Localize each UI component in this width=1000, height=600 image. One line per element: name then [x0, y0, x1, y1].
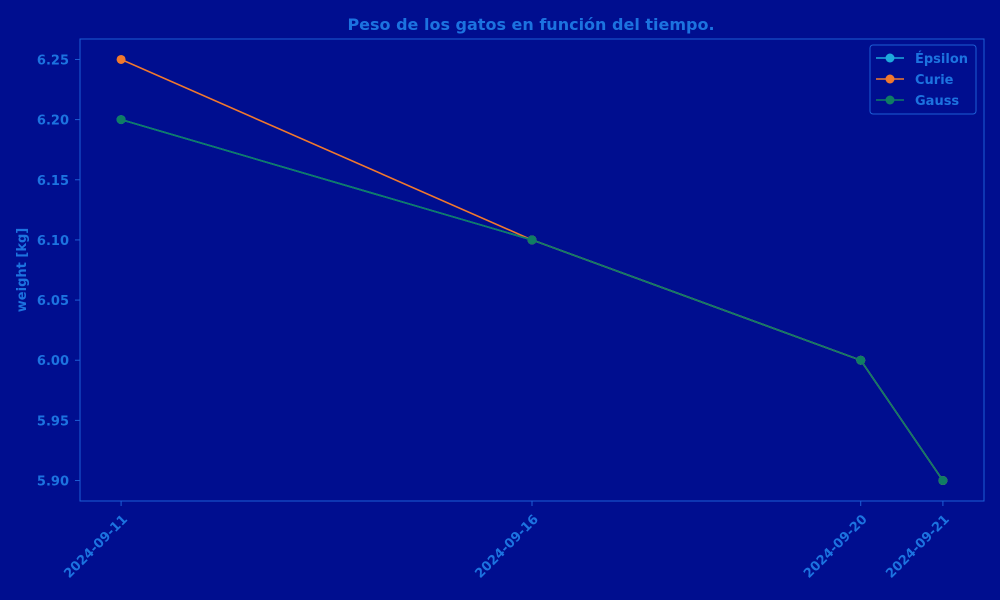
data-point [856, 355, 866, 365]
y-axis-label: weight [kg] [15, 228, 30, 312]
legend-label: Curie [915, 73, 954, 88]
series-curie [116, 54, 948, 486]
series-layer [116, 54, 948, 486]
chart-title: Peso de los gatos en función del tiempo. [347, 15, 714, 34]
x-tick-label: 2024-09-16 [472, 512, 541, 581]
legend-item: Épsilon [876, 51, 968, 67]
legend-item: Gauss [876, 94, 959, 109]
x-tick-label: 2024-09-11 [62, 512, 131, 581]
y-tick-label: 6.05 [37, 294, 69, 309]
legend: Épsilon Curie Gauss [869, 44, 977, 115]
x-tick-label: 2024-09-21 [883, 512, 952, 581]
y-tick-label: 6.15 [37, 174, 69, 189]
legend-label: Gauss [915, 94, 959, 109]
series-line [120, 58, 944, 482]
x-tick-label: 2024-09-20 [801, 512, 870, 581]
x-axis: 2024-09-11 2024-09-16 2024-09-20 2024-09-21 [62, 501, 953, 582]
legend-marker [885, 53, 895, 63]
series-line [120, 118, 944, 482]
y-tick-label: 6.25 [37, 53, 69, 68]
y-tick-label: 5.90 [37, 475, 69, 490]
series-epsilon [116, 115, 948, 486]
y-axis: 5.90 5.95 6.00 6.05 6.10 6.15 6.20 6.25 [37, 53, 80, 490]
legend-item: Curie [876, 73, 954, 88]
y-tick-label: 6.10 [37, 234, 69, 249]
y-tick-label: 6.20 [37, 114, 69, 129]
plot-area [79, 38, 985, 502]
data-point [527, 235, 537, 245]
data-point [116, 54, 126, 64]
legend-marker [885, 95, 895, 105]
legend-marker [885, 74, 895, 84]
legend-label: Épsilon [915, 51, 968, 67]
y-tick-label: 6.00 [37, 354, 69, 369]
legend-box [869, 44, 977, 115]
series-gauss [116, 115, 948, 486]
y-tick-label: 5.95 [37, 414, 69, 429]
data-point [116, 115, 126, 125]
data-point [938, 476, 948, 486]
series-line [120, 118, 944, 482]
